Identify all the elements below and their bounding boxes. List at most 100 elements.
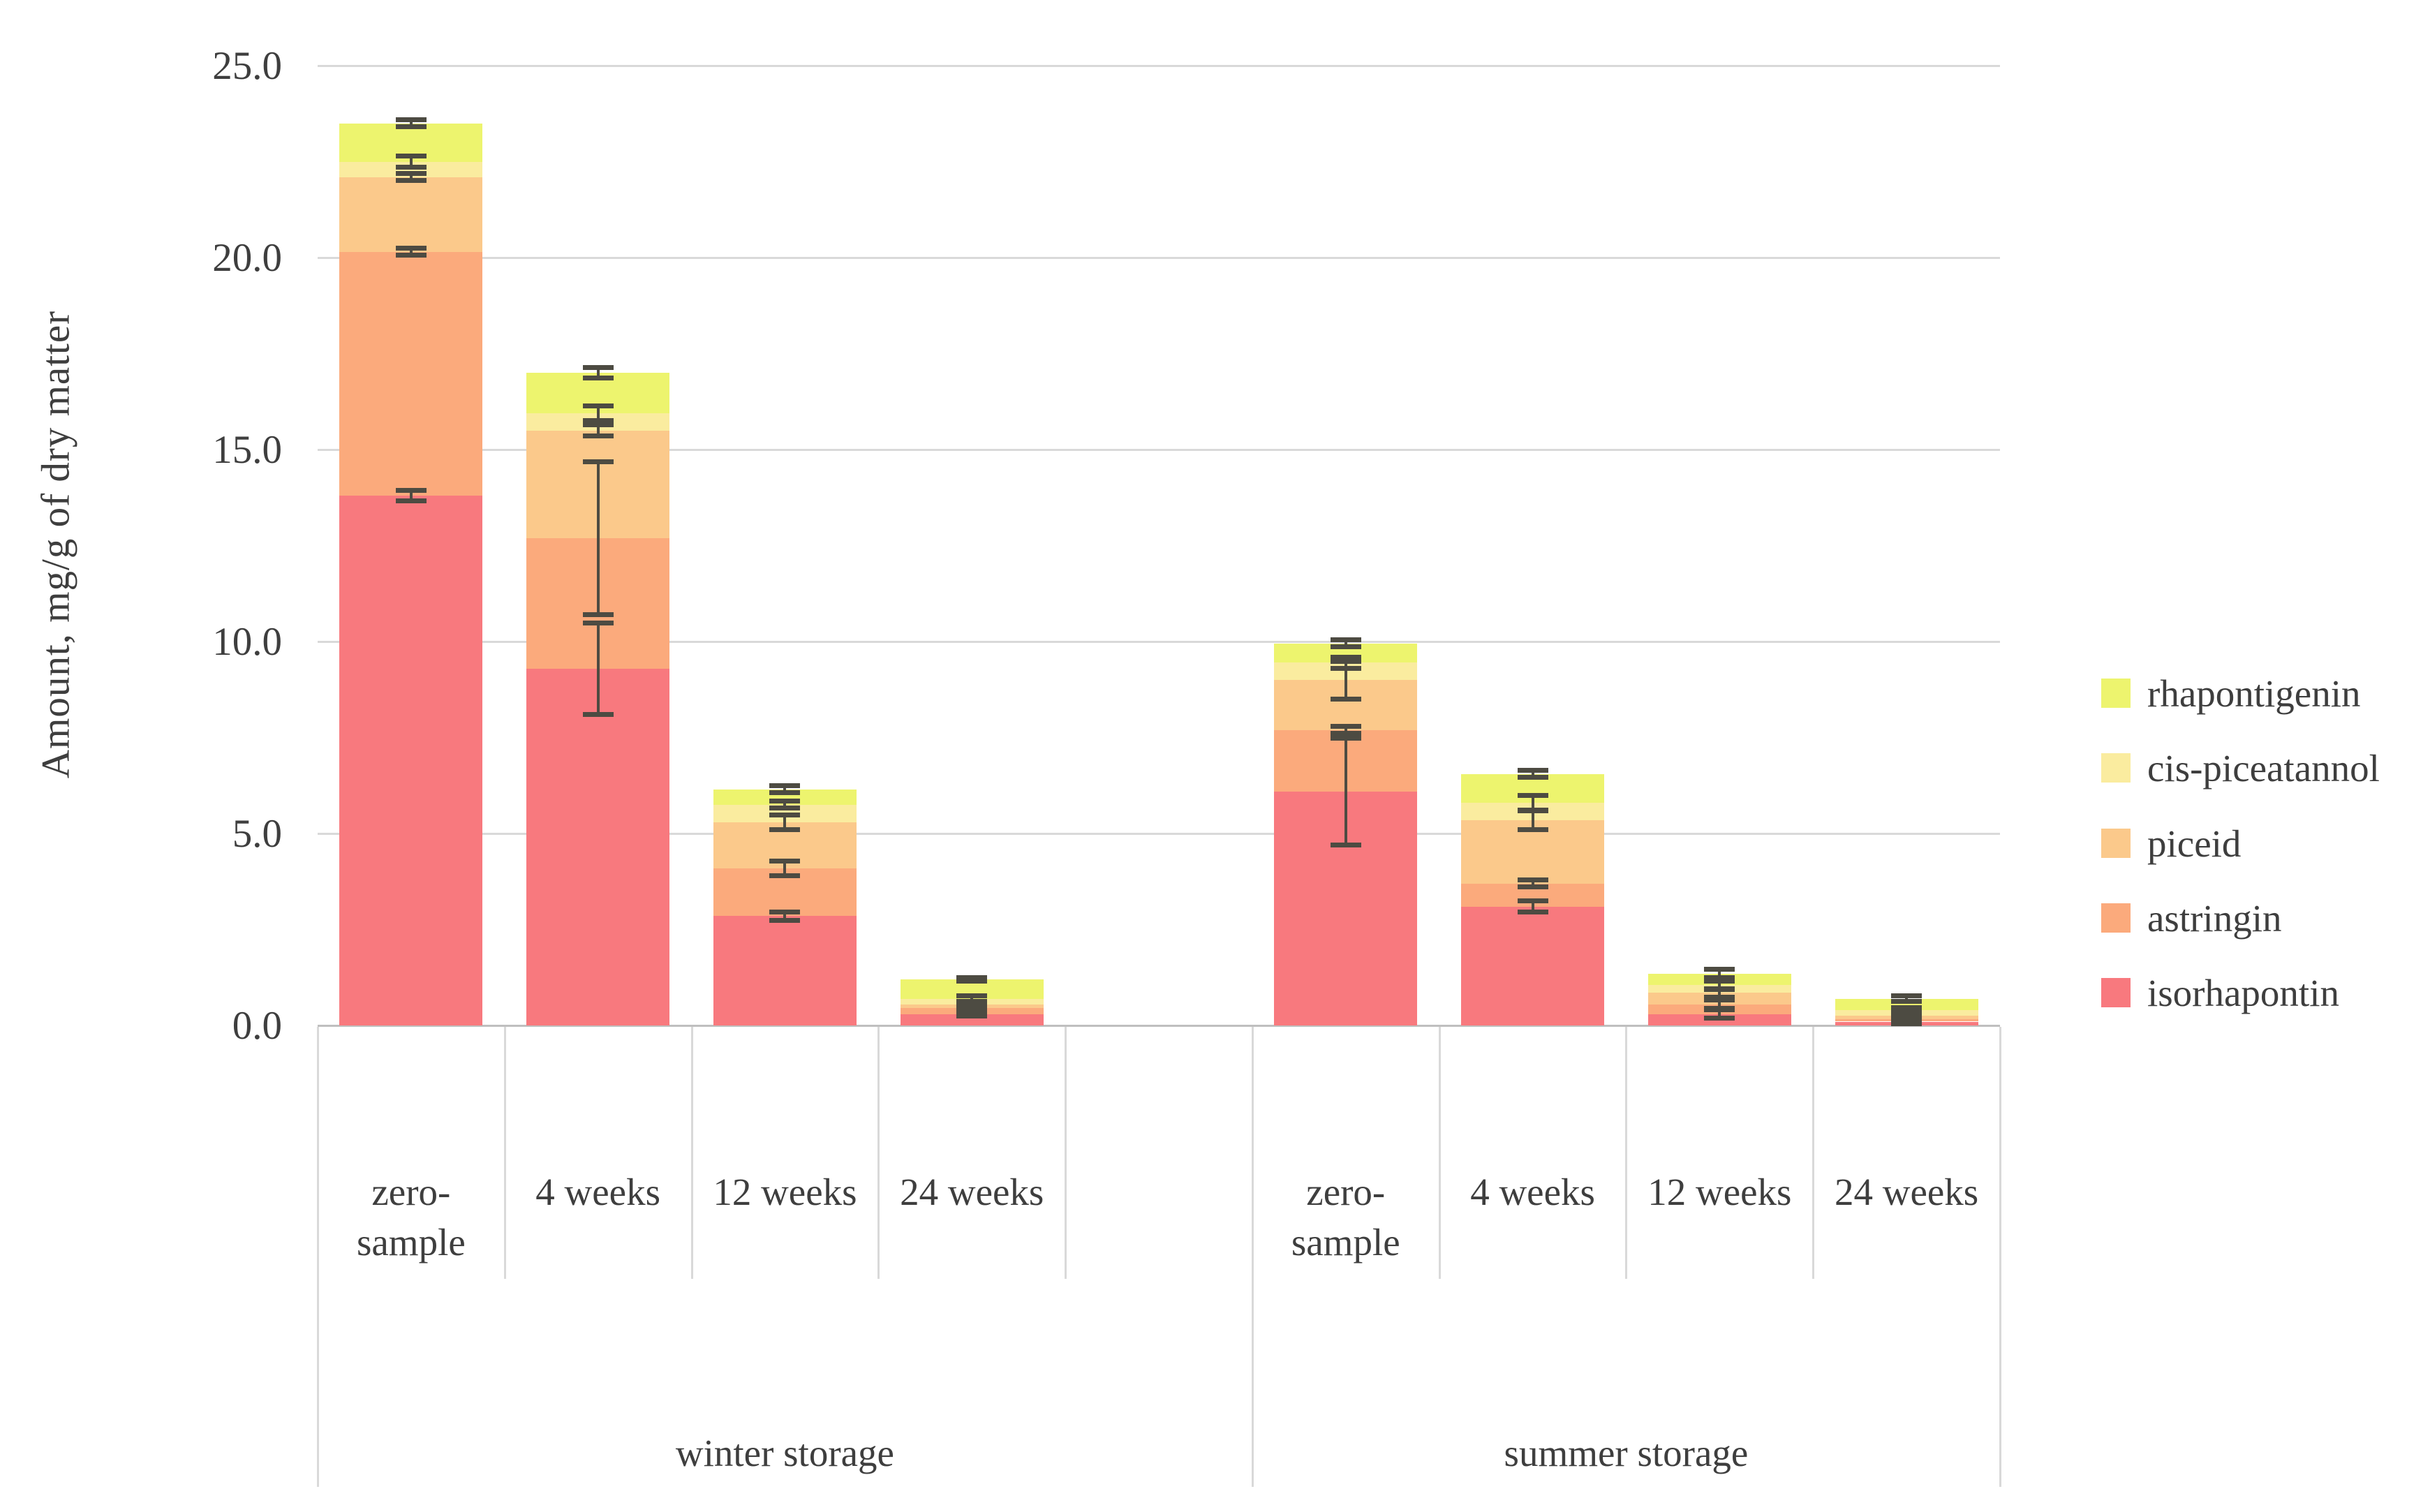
legend-item-isorhapontin: isorhapontin <box>2101 968 2339 1018</box>
legend-item-cis-piceatannol: cis-piceatannol <box>2101 743 2380 793</box>
y-tick-label: 0.0 <box>232 1004 282 1048</box>
category-label: 4 weeks <box>535 1171 660 1213</box>
error-bar-astringin <box>1344 726 1347 734</box>
error-bar-cap <box>395 171 427 176</box>
error-bar-cis-piceatannol <box>596 405 600 421</box>
error-bar-cap <box>1704 967 1735 972</box>
error-bar-cap <box>769 873 801 878</box>
error-bar-cap <box>1517 793 1548 798</box>
category-divider-line <box>1625 1027 1628 1279</box>
error-bar-cap <box>956 1004 988 1009</box>
error-bar-piceid <box>409 173 413 181</box>
error-bar-isorhapontin <box>1344 737 1347 845</box>
group-label: winter storage <box>675 1432 894 1474</box>
error-bar-cap <box>1330 696 1361 702</box>
y-tick-label: 25.0 <box>212 44 282 88</box>
legend-label: rhapontigenin <box>2147 672 2361 715</box>
error-bar-rhapontigenin <box>409 119 413 127</box>
error-bar-cap <box>395 487 427 493</box>
legend-swatch-isorhapontin <box>2101 978 2131 1007</box>
category-label: 12 weeks <box>713 1171 857 1213</box>
group-label: summer storage <box>1504 1432 1749 1474</box>
y-tick-label: 10.0 <box>212 620 282 664</box>
error-bar-cap <box>582 422 614 428</box>
error-bar-cap <box>956 998 988 1004</box>
group-divider-line <box>1251 1027 1254 1487</box>
error-bar-cap <box>1891 993 1922 999</box>
gridline <box>318 257 2000 259</box>
bar-segment-astringin <box>339 251 483 496</box>
legend-label: astringin <box>2147 896 2282 940</box>
error-bar-cap <box>1330 731 1361 736</box>
error-bar-cap <box>1330 735 1361 741</box>
error-bar-cap <box>582 403 614 408</box>
legend-swatch-cis-piceatannol <box>2101 753 2131 783</box>
error-bar-cap <box>1517 898 1548 904</box>
error-bar-cap <box>1517 877 1548 882</box>
error-bar-cap <box>1704 998 1735 1003</box>
error-bar-cap <box>1517 775 1548 780</box>
error-bar-cap <box>1704 1016 1735 1021</box>
x-axis-line <box>318 1025 2000 1027</box>
error-bar-cap <box>395 498 427 504</box>
error-bar-rhapontigenin <box>1344 639 1347 648</box>
error-bar-cap <box>769 806 801 811</box>
legend-item-astringin: astringin <box>2101 893 2281 943</box>
legend-swatch-rhapontigenin <box>2101 679 2131 708</box>
error-bar-cap <box>1330 644 1361 650</box>
error-bar-cap <box>1704 1006 1735 1011</box>
error-bar-cap <box>1517 768 1548 773</box>
error-bar-rhapontigenin <box>1531 770 1534 778</box>
legend-swatch-astringin <box>2101 903 2131 933</box>
y-tick-label: 20.0 <box>212 236 282 280</box>
group-divider-line <box>317 1027 319 1487</box>
error-bar-rhapontigenin <box>596 366 600 379</box>
error-bar-cap <box>1330 637 1361 643</box>
bar-segment-isorhapontin <box>1461 906 1605 1025</box>
error-bar-cap <box>769 783 801 789</box>
error-bar-piceid <box>1531 810 1534 830</box>
error-bar-cis-piceatannol <box>1718 980 1721 990</box>
category-label: zero- sample <box>1291 1171 1400 1263</box>
error-bar-cap <box>1704 978 1735 984</box>
error-bar-cap <box>1517 884 1548 889</box>
error-bar-cap <box>769 812 801 817</box>
error-bar-cap <box>582 433 614 438</box>
error-bar-cap <box>1330 724 1361 729</box>
gridline <box>318 833 2000 835</box>
error-bar-piceid <box>783 814 787 830</box>
category-divider-line <box>1438 1027 1441 1279</box>
gridline <box>318 641 2000 643</box>
legend-label: cis-piceatannol <box>2147 746 2380 790</box>
category-divider-line <box>690 1027 693 1279</box>
category-divider-line <box>877 1027 880 1279</box>
error-bar-cap <box>1891 998 1922 1004</box>
bar-segment-isorhapontin <box>526 668 670 1025</box>
legend-label: isorhapontin <box>2147 971 2339 1014</box>
error-bar-cis-piceatannol <box>1344 657 1347 669</box>
y-axis-title: Amount, mg/g of dry matter <box>34 310 78 779</box>
legend-label: piceid <box>2147 822 2242 865</box>
error-bar-cap <box>582 376 614 381</box>
error-bar-cap <box>1330 842 1361 847</box>
error-bar-cap <box>1891 1015 1922 1021</box>
error-bar-cap <box>956 979 988 984</box>
bar-segment-isorhapontin <box>713 916 857 1025</box>
legend-item-rhapontigenin: rhapontigenin <box>2101 668 2360 718</box>
error-bar-cap <box>395 154 427 159</box>
error-bar-cap <box>1891 1005 1922 1010</box>
error-bar-cis-piceatannol <box>1905 1007 1909 1014</box>
error-bar-isorhapontin <box>783 911 787 921</box>
error-bar-cap <box>395 246 427 251</box>
group-divider-line <box>1999 1027 2001 1487</box>
error-bar-cap <box>395 178 427 183</box>
bar-segment-isorhapontin <box>339 496 483 1025</box>
error-bar-cap <box>769 917 801 923</box>
error-bar-cap <box>395 253 427 258</box>
error-bar-cap <box>1891 1018 1922 1023</box>
error-bar-cap <box>395 117 427 122</box>
error-bar-cap <box>769 909 801 914</box>
error-bar-cap <box>582 364 614 370</box>
error-bar-cap <box>1517 909 1548 914</box>
error-bar-astringin <box>1531 880 1534 887</box>
